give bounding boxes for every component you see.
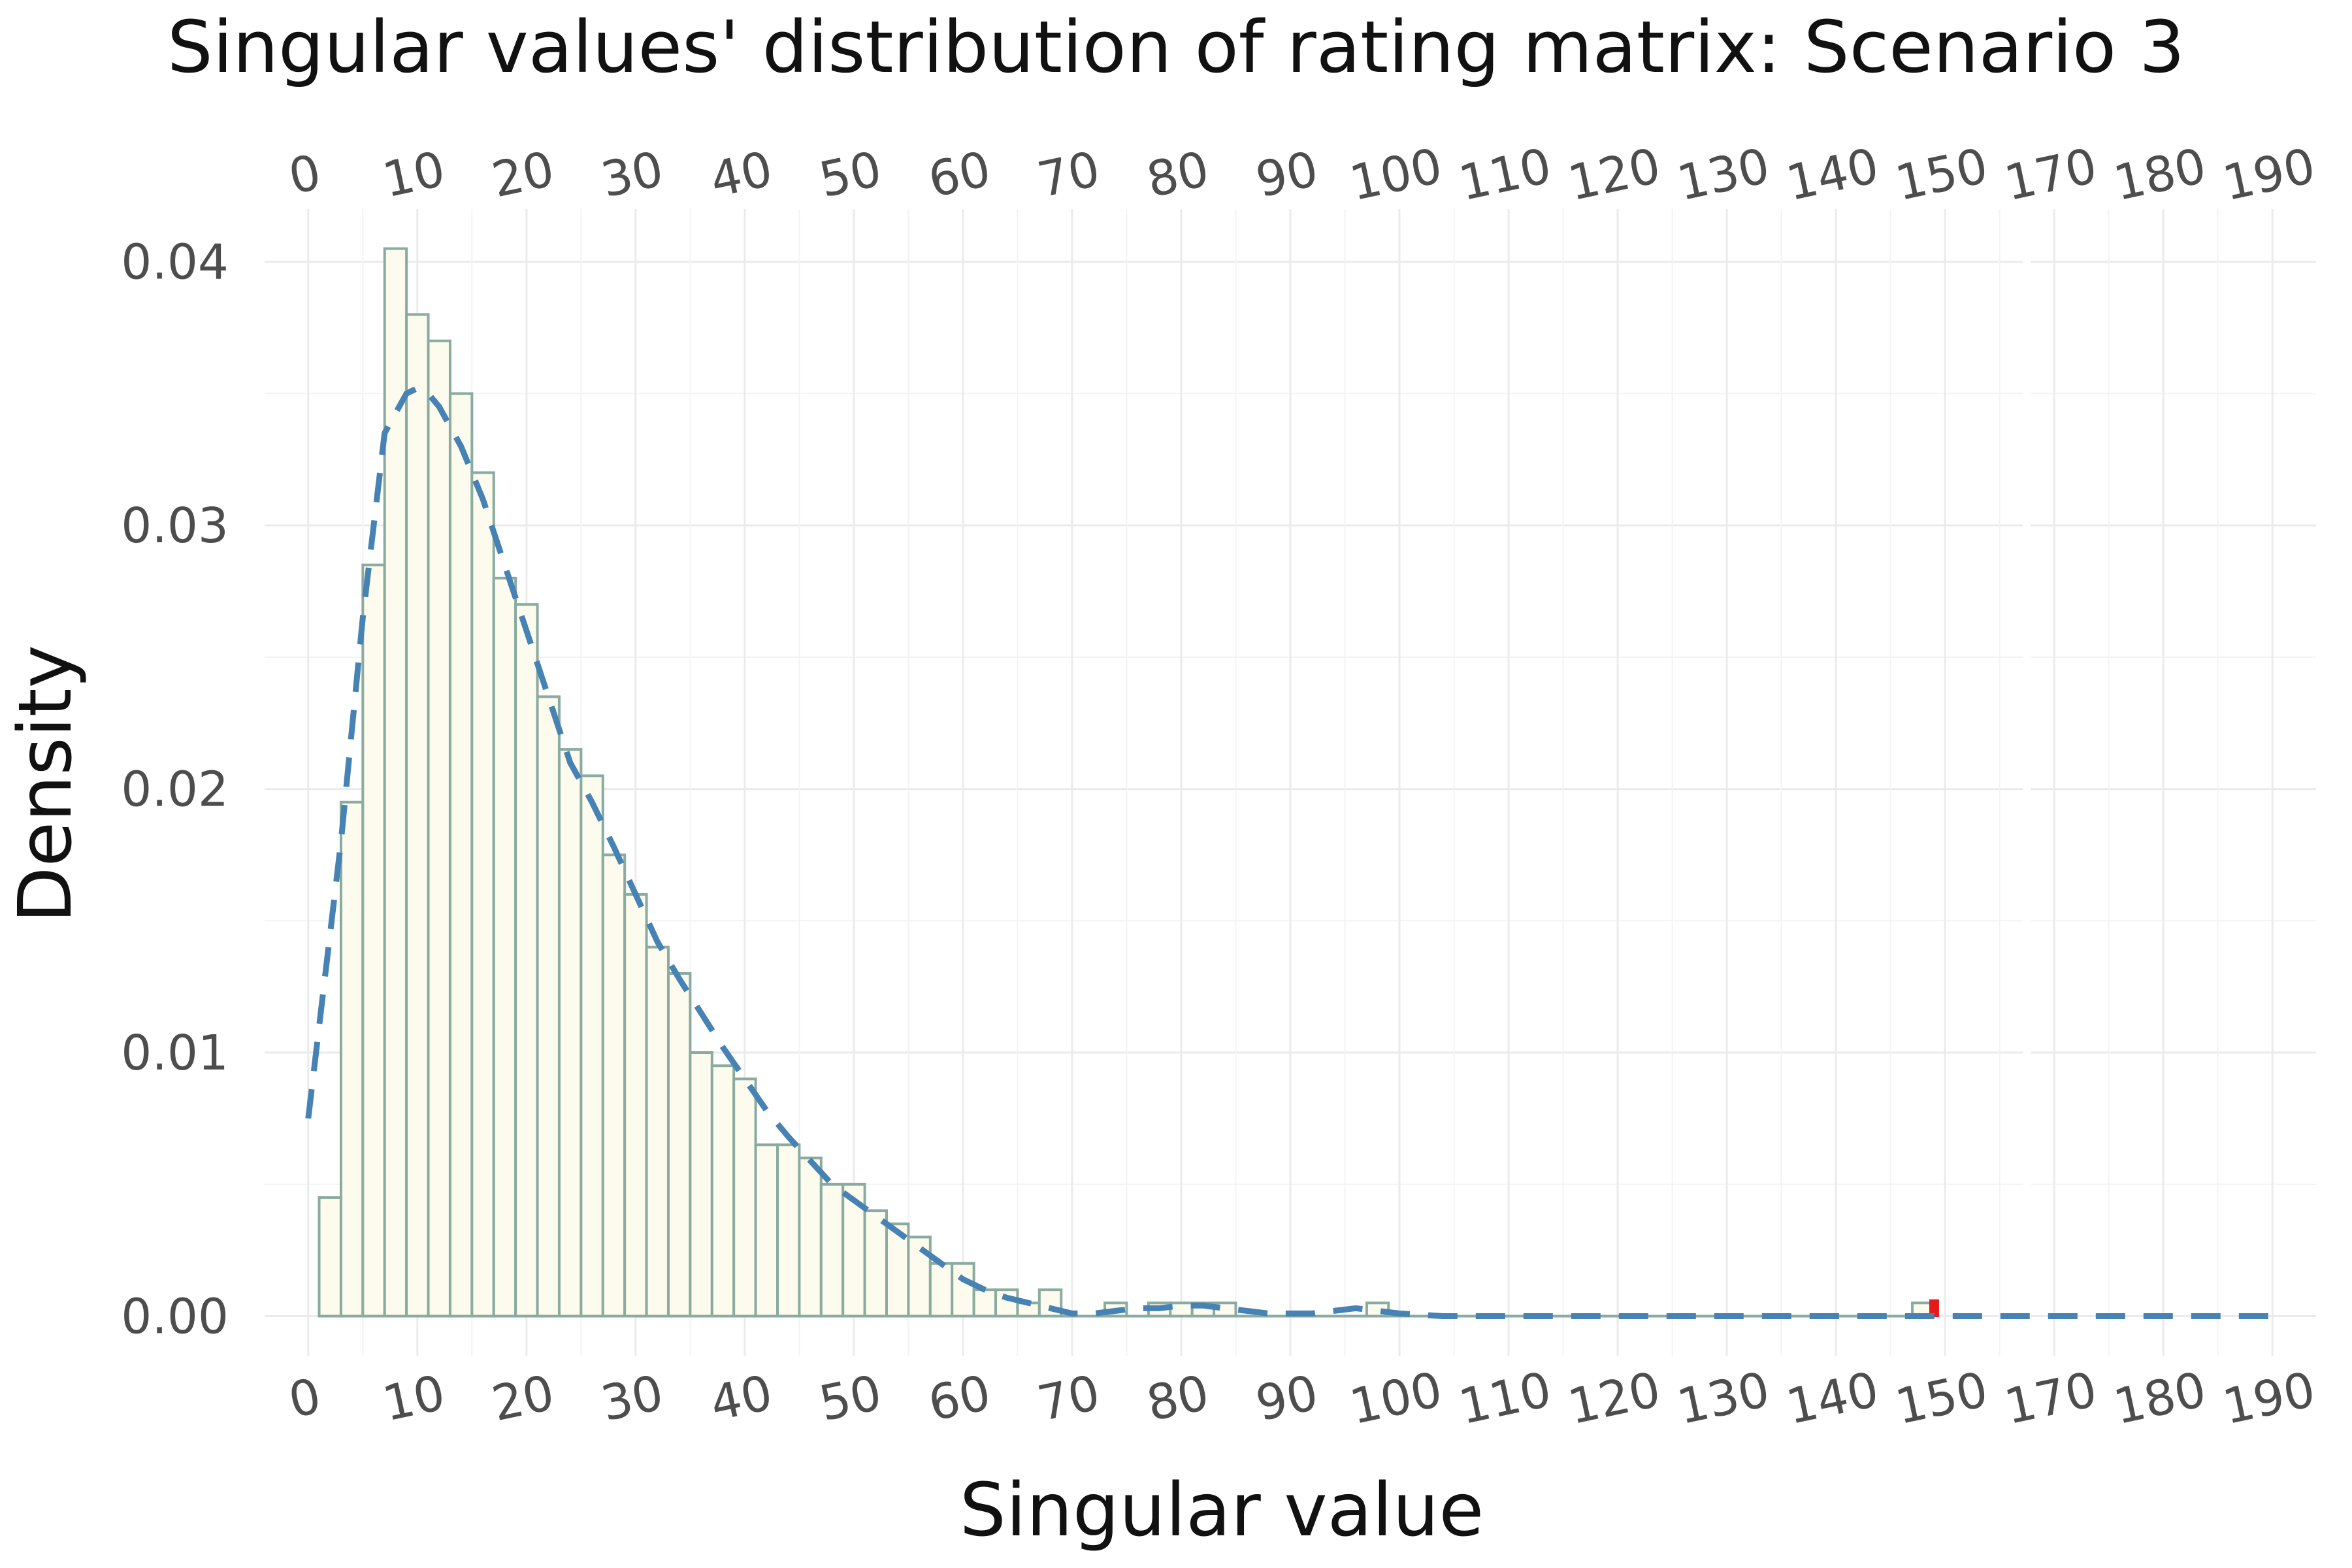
histogram-bar xyxy=(318,1196,342,1318)
y-axis-ticks: 0.00 0.01 0.02 0.03 0.04 xyxy=(121,235,229,1345)
histogram-bar xyxy=(339,800,365,1318)
x-tick-label-bottom: 90 xyxy=(1251,1365,1323,1433)
x-tick-label-top: 70 xyxy=(1033,141,1105,209)
x-tick-label-bottom: 130 xyxy=(1673,1362,1774,1435)
histogram-bar xyxy=(951,1262,975,1318)
histogram-bar xyxy=(666,972,692,1318)
x-tick-label-top: 150 xyxy=(1891,138,1993,212)
x-tick-label-top: 140 xyxy=(1782,138,1884,212)
x-tick-label-bottom: 40 xyxy=(706,1365,777,1433)
histogram-bar xyxy=(448,392,474,1318)
histogram-bar xyxy=(907,1235,932,1318)
histogram-bar xyxy=(623,892,648,1318)
y-tick-label: 0.04 xyxy=(121,235,229,291)
x-tick-label-top: 100 xyxy=(1345,138,1447,212)
x-tick-label-bottom: 110 xyxy=(1454,1362,1556,1435)
density-curve xyxy=(305,385,2273,1319)
histogram-bar xyxy=(928,1262,954,1318)
y-tick-label: 0.03 xyxy=(121,498,229,554)
histogram-bar xyxy=(470,471,495,1318)
y-axis-title: Density xyxy=(3,645,88,923)
x-tick-label-top: 30 xyxy=(596,141,668,209)
x-tick-label-top: 20 xyxy=(487,141,559,209)
histogram-bar xyxy=(536,695,561,1318)
histogram-bar xyxy=(710,1064,736,1318)
x-tick-label-bottom: 70 xyxy=(1033,1365,1105,1433)
x-tick-label-top: 0 xyxy=(284,144,326,206)
x-tick-label-bottom: 30 xyxy=(596,1365,668,1433)
histogram-bar xyxy=(863,1209,889,1318)
histogram-bar xyxy=(689,1051,713,1318)
histogram-bar xyxy=(405,313,430,1318)
x-axis-bottom-ticks: 0 10 20 30 40 50 60 70 80 90 100 110 120 130 140 150 170… xyxy=(284,1362,2320,1435)
x-tick-label-bottom: 150 xyxy=(1891,1362,1993,1435)
x-tick-label-bottom: 170 xyxy=(2000,1362,2102,1435)
x-tick-label-bottom: 190 xyxy=(2218,1362,2320,1435)
x-tick-label-top: 170 xyxy=(2000,138,2102,212)
histogram-bar xyxy=(427,339,451,1318)
x-tick-label-top: 130 xyxy=(1673,138,1774,212)
x-tick-label-top: 180 xyxy=(2109,138,2211,212)
histogram-bar xyxy=(798,1156,823,1318)
x-tick-label-bottom: 50 xyxy=(815,1365,887,1433)
histogram-bar xyxy=(972,1288,998,1318)
x-tick-label-bottom: 180 xyxy=(2109,1362,2211,1435)
x-axis-top-ticks: 0 10 20 30 40 50 60 70 80 90 100 110 120 130 140 150 170… xyxy=(284,138,2320,212)
y-tick-label: 0.02 xyxy=(121,762,229,818)
y-tick-label: 0.00 xyxy=(121,1288,229,1345)
histogram-bar xyxy=(1169,1301,1194,1318)
x-tick-label-top: 80 xyxy=(1142,141,1214,209)
chart-title: Singular values' distribution of rating … xyxy=(167,5,2185,89)
histogram-bar xyxy=(732,1077,757,1318)
x-tick-label-top: 90 xyxy=(1251,141,1323,209)
histogram-bar xyxy=(754,1143,779,1318)
histogram-bar xyxy=(819,1183,845,1318)
x-tick-label-bottom: 140 xyxy=(1782,1362,1884,1435)
histogram-bars xyxy=(318,247,1939,1318)
x-tick-label-top: 10 xyxy=(378,141,450,209)
histogram-bar xyxy=(557,748,583,1318)
histogram-bar xyxy=(383,247,408,1318)
x-axis-title: Singular value xyxy=(960,1468,1484,1553)
histogram-bar xyxy=(645,945,670,1318)
x-tick-label-top: 190 xyxy=(2218,138,2320,212)
x-tick-label-bottom: 20 xyxy=(487,1365,559,1433)
x-tick-label-top: 60 xyxy=(924,141,996,209)
histogram-bar xyxy=(580,774,604,1318)
y-tick-label: 0.01 xyxy=(121,1025,229,1081)
histogram-bar xyxy=(601,853,627,1318)
histogram-bar xyxy=(994,1288,1019,1318)
x-tick-label-bottom: 0 xyxy=(284,1368,326,1429)
histogram-bar xyxy=(492,576,517,1318)
x-tick-label-bottom: 10 xyxy=(378,1365,450,1433)
density-curve-layer xyxy=(305,385,2273,1319)
x-tick-label-bottom: 60 xyxy=(924,1365,996,1433)
x-tick-label-top: 40 xyxy=(706,141,777,209)
histogram-bar xyxy=(776,1143,801,1318)
axis-break-gap xyxy=(2023,209,2031,1356)
histogram-bar xyxy=(514,603,539,1318)
x-tick-label-top: 50 xyxy=(815,141,887,209)
x-tick-label-top: 110 xyxy=(1454,138,1556,212)
x-tick-label-bottom: 100 xyxy=(1345,1362,1447,1435)
histogram-bar xyxy=(361,563,386,1318)
x-tick-label-top: 120 xyxy=(1563,138,1665,212)
x-tick-label-bottom: 120 xyxy=(1563,1362,1665,1435)
x-tick-label-bottom: 80 xyxy=(1142,1365,1214,1433)
